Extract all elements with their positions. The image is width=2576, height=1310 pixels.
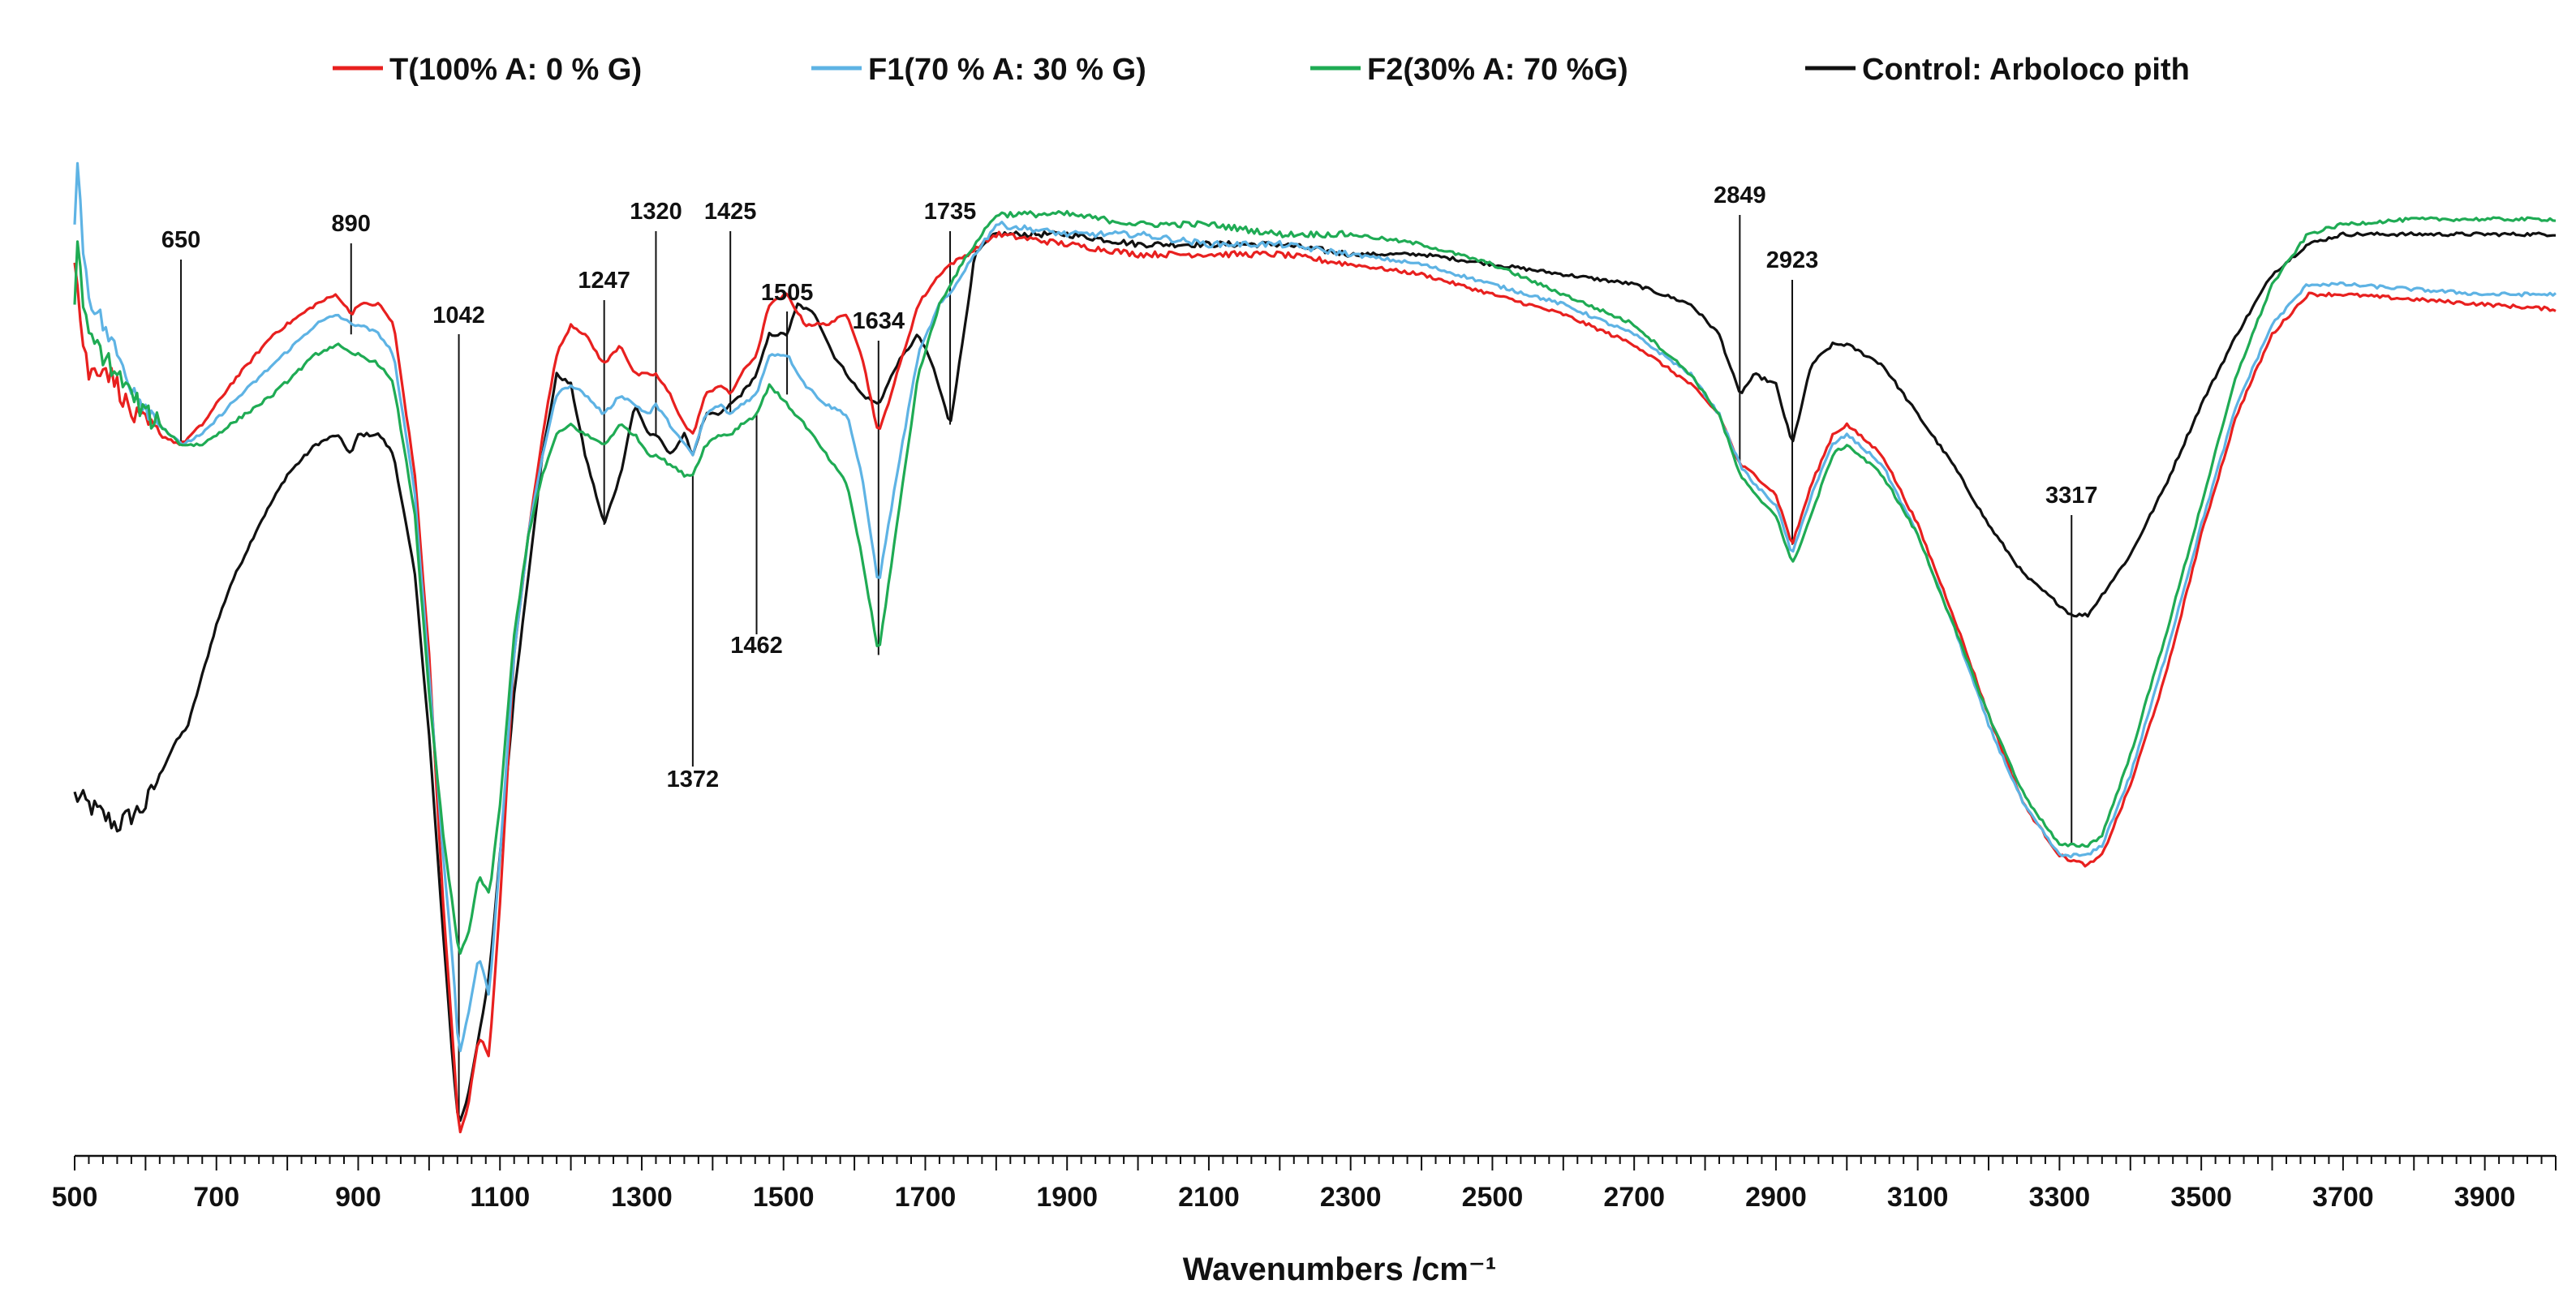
series-line-0 xyxy=(73,230,2557,1134)
x-tick-label-3300: 3300 xyxy=(2029,1182,2091,1213)
peak-label-1462: 1462 xyxy=(730,633,783,659)
series-line-3 xyxy=(73,230,2556,1123)
x-tick-label-3700: 3700 xyxy=(2312,1182,2374,1213)
peak-labels: 650 890 1042 1247 1320 1425 1505 1634 1735 1372 14… xyxy=(161,183,2098,792)
peak-label-1425: 1425 xyxy=(704,199,757,225)
peak-label-3317: 3317 xyxy=(2045,483,2098,509)
peak-label-1735: 1735 xyxy=(924,199,977,225)
x-tick-label-1700: 1700 xyxy=(895,1182,957,1213)
series-line-2 xyxy=(73,209,2557,955)
peak-label-1372: 1372 xyxy=(667,767,720,792)
legend-label-2: F2(30% A: 70 %G) xyxy=(1367,53,1628,87)
x-tick-label-1500: 1500 xyxy=(753,1182,815,1213)
x-axis: 500 700 900 1100 1300 1500 1700 1900 2100 2300 250… xyxy=(52,1154,2557,1213)
x-tick-label-700: 700 xyxy=(193,1182,239,1213)
peak-label-650: 650 xyxy=(161,227,200,253)
peak-label-1505: 1505 xyxy=(761,280,814,306)
x-tick-label-900: 900 xyxy=(335,1182,381,1213)
series-line-1 xyxy=(73,161,2557,1053)
x-tick-label-2700: 2700 xyxy=(1603,1182,1665,1213)
x-tick-label-2500: 2500 xyxy=(1462,1182,1524,1213)
peak-label-1247: 1247 xyxy=(578,268,630,294)
peak-label-1634: 1634 xyxy=(853,308,905,334)
x-tick-label-2300: 2300 xyxy=(1320,1182,1382,1213)
legend-label-0: T(100% A: 0 % G) xyxy=(389,53,642,87)
x-tick-label-3900: 3900 xyxy=(2454,1182,2516,1213)
peak-label-2849: 2849 xyxy=(1714,183,1766,208)
legend-label-3: Control: Arboloco pith xyxy=(1862,53,2190,87)
x-tick-label-3100: 3100 xyxy=(1887,1182,1949,1213)
peak-label-1042: 1042 xyxy=(432,303,485,329)
x-tick-label-1100: 1100 xyxy=(470,1182,530,1213)
peak-marker-lines xyxy=(180,215,2073,1126)
x-tick-label-1300: 1300 xyxy=(611,1182,673,1213)
series-lines xyxy=(73,161,2557,1134)
x-tick-label-3500: 3500 xyxy=(2170,1182,2232,1213)
x-tick-label-500: 500 xyxy=(52,1182,98,1213)
x-axis-title: Wavenumbers /cm⁻¹ xyxy=(1183,1252,1496,1287)
x-tick-label-1900: 1900 xyxy=(1036,1182,1098,1213)
legend: T(100% A: 0 % G) F1(70 % A: 30 % G) F2(30%… xyxy=(333,53,2190,87)
peak-label-890: 890 xyxy=(332,211,371,237)
peak-label-2923: 2923 xyxy=(1766,247,1819,273)
legend-label-1: F1(70 % A: 30 % G) xyxy=(868,53,1146,87)
x-tick-label-2100: 2100 xyxy=(1178,1182,1240,1213)
x-tick-label-2900: 2900 xyxy=(1745,1182,1807,1213)
peak-label-1320: 1320 xyxy=(630,199,682,225)
